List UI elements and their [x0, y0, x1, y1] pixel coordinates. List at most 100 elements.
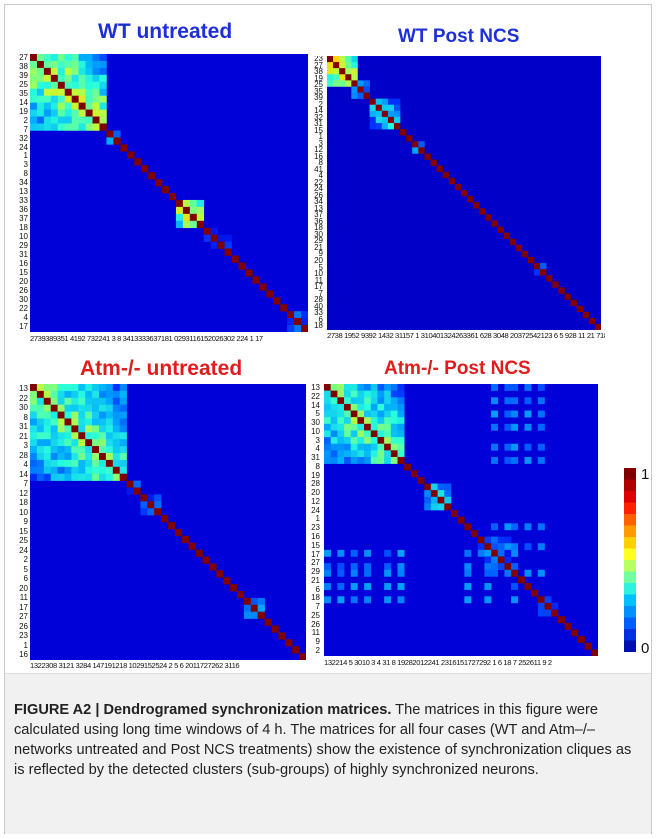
heatmap-cell [50, 446, 58, 454]
row-label: 31 [19, 249, 28, 259]
heatmap-cell [370, 417, 378, 425]
heatmap-cell [364, 410, 372, 418]
heatmap-diagonal-cell [209, 563, 217, 571]
row-label: 24 [19, 545, 28, 555]
heatmap-cell [324, 403, 331, 411]
heatmap-cell [71, 384, 79, 392]
heatmap-cell [147, 508, 155, 516]
row-label: 28 [311, 479, 320, 489]
heatmap-cell [64, 446, 72, 454]
row-label: 35 [314, 86, 323, 96]
heatmap-cell [511, 410, 519, 418]
heatmap-cell [105, 397, 114, 405]
heatmap-diagonal-cell [223, 577, 231, 585]
heatmap-diagonal-cell [105, 459, 114, 468]
heatmap-cell [491, 423, 499, 431]
heatmap-cell [71, 54, 79, 62]
heatmap-cell [357, 390, 365, 398]
heatmap-cell [424, 503, 432, 511]
heatmap-cell [387, 104, 395, 112]
heatmap-cell [57, 397, 65, 405]
heatmap-diagonal-cell [515, 244, 523, 252]
heatmap-cell [384, 430, 392, 438]
heatmap-cell [92, 102, 100, 110]
row-label: 9 [23, 517, 28, 527]
heatmap-cell [350, 423, 358, 431]
heatmap-diagonal-cell [203, 227, 211, 235]
heatmap-cell [64, 432, 72, 440]
heatmap-diagonal-cell [594, 323, 601, 330]
heatmap-cell [393, 110, 401, 118]
heatmap-cell [147, 494, 155, 502]
colorbar-segment [624, 617, 636, 630]
heatmap-cell [350, 596, 358, 604]
heatmap-diagonal-cell [324, 384, 331, 391]
heatmap-cell [464, 596, 472, 604]
heatmap-cell [112, 404, 120, 412]
heatmap-cell [50, 466, 58, 474]
heatmap-cell [113, 130, 121, 138]
heatmap-cell [369, 104, 377, 112]
caption-text: The matrices in this figure were calcula… [14, 702, 632, 778]
row-label: 40 [314, 301, 323, 311]
heatmap-cell [105, 384, 114, 392]
row-label: 2 [315, 645, 320, 655]
heatmap-cell [511, 384, 519, 391]
row-label: 33 [314, 308, 323, 318]
heatmap-diagonal-cell [50, 74, 59, 83]
row-label: 35 [19, 88, 28, 98]
heatmap-cell [337, 410, 345, 418]
heatmap-cell [71, 60, 79, 69]
heatmap-diagonal-cell [188, 542, 196, 550]
heatmap-cell [92, 432, 100, 440]
row-label: 31 [311, 453, 320, 463]
heatmap-diagonal-cell [430, 490, 438, 498]
heatmap-cell [43, 109, 52, 117]
heatmap-cell [85, 384, 93, 392]
heatmap-cell [36, 466, 45, 474]
colorbar-segment [624, 594, 636, 607]
heatmap-cell [50, 123, 59, 131]
heatmap-cell [330, 417, 338, 425]
heatmap-cell [50, 95, 59, 103]
heatmap-cell [324, 549, 331, 557]
heatmap-cell [390, 430, 398, 438]
heatmap-cell [57, 384, 65, 392]
heatmap-diagonal-cell [511, 569, 519, 577]
heatmap-cell [92, 67, 100, 76]
row-label: 30 [19, 403, 28, 413]
row-label: 23 [19, 631, 28, 641]
heatmap-diagonal-cell [252, 276, 260, 284]
heatmap-cell [64, 466, 72, 474]
heatmap-diagonal-cell [154, 508, 162, 516]
heatmap-cell [491, 397, 499, 405]
row-label: 27 [311, 558, 320, 568]
heatmap-cell [511, 543, 519, 551]
heatmap-cell [92, 88, 100, 96]
heatmap-diagonal-cell [299, 653, 306, 660]
heatmap-cell [364, 456, 372, 464]
heatmap-diagonal-cell [257, 611, 265, 619]
colorbar-max-label: 1 [641, 466, 650, 483]
heatmap-cell [57, 88, 66, 96]
heatmap-cell [30, 74, 38, 83]
heatmap-cell [384, 423, 392, 431]
heatmap-diagonal-cell [534, 263, 541, 270]
heatmap-cell [36, 425, 45, 433]
heatmap-cell [357, 443, 365, 451]
heatmap-cell [384, 549, 392, 557]
heatmap-diagonal-cell [387, 116, 395, 124]
heatmap-diagonal-cell [521, 250, 529, 258]
heatmap-cell [175, 220, 184, 229]
heatmap-cell [78, 74, 86, 83]
row-label: 18 [19, 223, 28, 233]
heatmap-diagonal-cell [377, 437, 385, 444]
heatmap-cell [50, 88, 59, 96]
heatmap-cell [78, 404, 86, 412]
colorbar-segment [624, 640, 636, 653]
heatmap-cell [78, 60, 86, 69]
heatmap-cell [92, 397, 100, 405]
row-label: 38 [314, 67, 323, 77]
heatmap-cell [337, 384, 345, 391]
heatmap-cell [36, 384, 45, 392]
